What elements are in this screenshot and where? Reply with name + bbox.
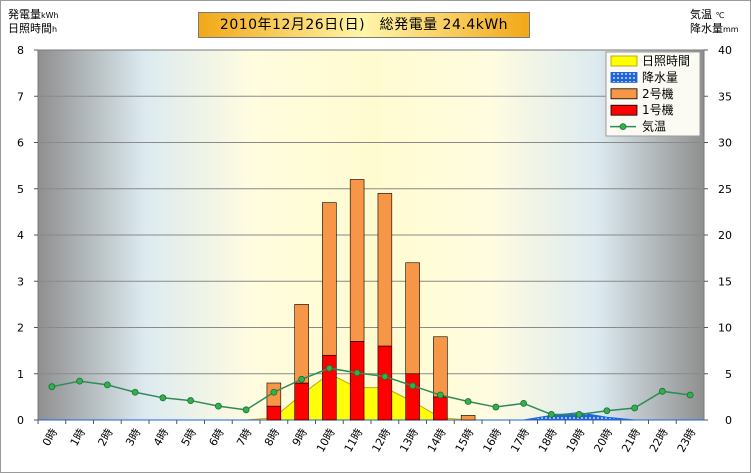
x-tick-label: 15時: [453, 426, 477, 454]
temperature-point: [325, 364, 333, 372]
y-right-tick-label: 20: [718, 229, 732, 242]
legend-label: 2号機: [642, 86, 674, 101]
y-right-tick-label: 35: [718, 90, 732, 103]
y-left-tick-label: 8: [17, 44, 24, 57]
bar-unit1: [266, 405, 282, 421]
x-tick-label: 6時: [206, 426, 226, 448]
y-left-tick-label: 3: [17, 275, 24, 288]
y-left-tick-label: 0: [17, 414, 24, 427]
temperature-line: [51, 367, 691, 416]
x-tick-label: 10時: [314, 426, 338, 454]
bar-unit2: [294, 304, 309, 384]
legend-swatch: [610, 104, 638, 116]
bar-unit1: [377, 345, 393, 421]
legend-swatch-marker: [619, 123, 627, 130]
y-left-tick-label: 4: [17, 229, 24, 242]
bar-unit2: [322, 202, 337, 356]
bar-unit1: [294, 382, 309, 421]
temperature-point: [492, 403, 500, 411]
temperature-point: [159, 394, 167, 402]
bar-unit1: [433, 396, 448, 421]
x-tick-label: 11時: [342, 426, 366, 454]
x-tick-label: 12時: [369, 426, 393, 454]
temperature-point: [575, 411, 583, 418]
temperature-point: [409, 382, 417, 390]
temperature-point: [436, 391, 444, 399]
right-axis-label-temperature: 気温 ℃: [690, 8, 725, 21]
right-axis-label-precipitation: 降水量mm: [690, 22, 739, 35]
y-left-tick-label: 7: [17, 90, 24, 103]
x-tick-label: 14時: [425, 426, 449, 454]
x-tick-label: 17時: [508, 426, 532, 454]
left-axis-label-power: 発電量kWh: [8, 8, 59, 21]
y-left-tick-label: 6: [17, 137, 24, 150]
chart-title: 2010年12月26日(日) 総発電量 24.4kWh: [198, 12, 530, 38]
temperature-point: [658, 387, 666, 395]
x-tick-label: 16時: [480, 426, 504, 454]
x-tick-label: 5時: [179, 426, 199, 448]
legend-swatch: [610, 72, 638, 83]
temperature-point: [547, 411, 555, 418]
x-tick-label: 19時: [564, 426, 588, 454]
x-tick-label: 1時: [68, 426, 88, 448]
x-tick-label: 13時: [397, 426, 421, 454]
legend-label: 1号機: [642, 102, 674, 117]
y-right-tick-label: 25: [718, 183, 732, 196]
x-tick-label: 18時: [536, 426, 560, 454]
temperature-point: [131, 388, 139, 396]
temperature-point: [631, 404, 639, 412]
x-tick-label: 8時: [262, 426, 282, 448]
temperature-point: [603, 407, 611, 415]
legend-label: 気温: [642, 119, 666, 134]
bar-unit2: [460, 415, 476, 421]
x-tick-label: 9時: [290, 426, 310, 448]
temperature-point: [464, 398, 472, 405]
x-tick-label: 21時: [619, 426, 643, 454]
bar-unit2: [349, 179, 365, 342]
x-tick-label: 20時: [591, 426, 615, 454]
bar-unit2: [377, 193, 393, 347]
x-tick-label: 3時: [123, 426, 143, 448]
y-right-tick-label: 40: [718, 44, 732, 57]
y-right-tick-label: 30: [718, 137, 732, 150]
x-tick-label: 22時: [647, 426, 671, 454]
temperature-point: [381, 373, 389, 380]
left-axis-label-sunshine: 日照時間h: [8, 22, 58, 35]
temperature-point: [298, 375, 306, 383]
y-right-tick-label: 15: [718, 275, 732, 288]
y-right-tick-label: 5: [725, 368, 732, 381]
bar-unit2: [405, 262, 420, 375]
y-right-tick-label: 10: [718, 322, 732, 335]
x-tick-label: 7時: [234, 426, 254, 448]
temperature-point: [242, 406, 250, 414]
legend-swatch: [610, 88, 638, 100]
x-tick-label: 4時: [151, 426, 171, 448]
legend-label: 日照時間: [642, 54, 690, 68]
temperature-point: [270, 388, 278, 396]
temperature-point: [520, 399, 528, 407]
y-left-tick-label: 1: [17, 368, 24, 381]
bar-unit2: [433, 336, 448, 398]
bar-unit1: [405, 373, 420, 421]
temperature-point: [353, 369, 361, 377]
bar-unit1: [349, 341, 365, 421]
temperature-point: [103, 381, 111, 389]
temperature-point: [187, 397, 195, 404]
y-left-tick-label: 5: [17, 183, 24, 196]
y-left-tick-label: 2: [17, 322, 24, 335]
temperature-point: [48, 383, 56, 391]
x-tick-label: 0時: [40, 426, 60, 448]
legend-label: 降水量: [642, 70, 678, 84]
temperature-point: [76, 377, 84, 385]
y-right-tick-label: 0: [725, 414, 732, 427]
x-tick-label: 2時: [95, 426, 115, 448]
temperature-point: [214, 402, 222, 410]
temperature-point: [686, 391, 694, 399]
legend-swatch: [610, 55, 638, 67]
x-tick-label: 23時: [675, 426, 699, 454]
